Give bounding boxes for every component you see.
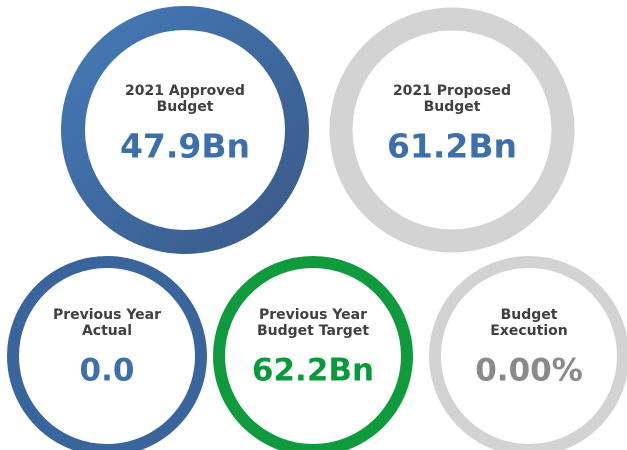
kpi-label: Previous Year — [259, 307, 367, 323]
kpi-ring — [7, 256, 207, 450]
kpi-label: Budget — [501, 307, 558, 323]
kpi-label: Actual — [82, 323, 132, 339]
kpi-label: Previous Year — [53, 307, 161, 323]
kpi-value: 47.9Bn — [120, 127, 250, 166]
kpi-label: 2021 Approved — [125, 83, 245, 99]
kpi-ring — [429, 256, 627, 450]
kpi-ring — [329, 7, 575, 253]
kpi-label: Budget — [424, 99, 481, 115]
kpi-value: 0.0 — [80, 353, 135, 389]
kpi-ring — [61, 6, 309, 254]
kpi-label: 2021 Proposed — [393, 83, 511, 99]
kpi-ring — [213, 256, 413, 450]
kpi-value: 0.00% — [475, 353, 583, 389]
kpi-label: Budget Target — [257, 323, 369, 339]
kpi-label: Execution — [490, 323, 567, 339]
kpi-label: Budget — [157, 99, 214, 115]
kpi-value: 62.2Bn — [252, 353, 374, 389]
kpi-value: 61.2Bn — [387, 127, 517, 166]
